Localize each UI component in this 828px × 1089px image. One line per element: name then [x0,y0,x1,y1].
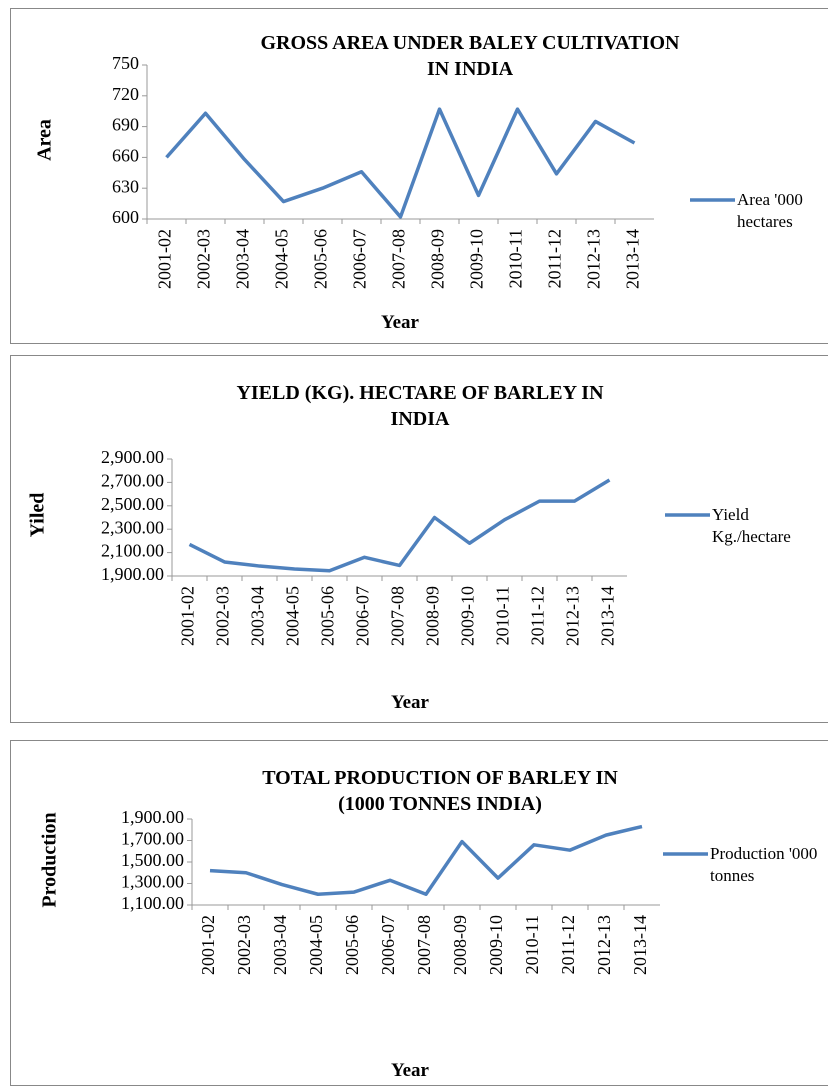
y-tick-label: 2,300.00 [101,517,164,537]
y-tick-label: 1,300.00 [121,872,184,892]
x-tick-label: 2004-05 [306,915,326,975]
x-tick-label: 2006-07 [353,586,373,646]
y-tick-label: 690 [112,115,139,135]
x-tick-label: 2012-13 [584,229,604,289]
y-axis-label: Area [33,119,56,161]
y-tick-label: 1,100.00 [121,893,184,913]
x-tick-label: 2003-04 [233,229,253,289]
x-tick-label: 2002-03 [213,586,233,646]
x-tick-label: 2010-11 [506,229,526,288]
x-tick-label: 2013-14 [598,586,618,646]
x-tick-label: 2007-08 [388,586,408,646]
x-tick-label: 2011-12 [558,915,578,974]
x-axis-label: Year [381,312,419,333]
x-tick-label: 2011-12 [545,229,565,288]
y-tick-label: 2,100.00 [101,541,164,561]
x-tick-label: 2005-06 [342,915,362,975]
chart-border [10,8,828,344]
chart-border [10,740,828,1086]
y-tick-label: 750 [112,53,139,73]
chart-title: GROSS AREA UNDER BALEY CULTIVATION IN IN… [260,32,680,80]
x-tick-label: 2012-13 [594,915,614,975]
y-tick-label: 1,700.00 [121,829,184,849]
x-tick-label: 2006-07 [350,229,370,289]
x-tick-label: 2009-10 [458,586,478,646]
legend-label: Production '000 tonnes [710,844,818,885]
x-tick-label: 2013-14 [630,915,650,975]
x-tick-label: 2012-13 [563,586,583,646]
chart-title: TOTAL PRODUCTION OF BARLEY IN (1000 TONN… [262,767,618,815]
y-tick-label: 720 [112,84,139,104]
y-tick-label: 660 [112,146,139,166]
x-tick-label: 2001-02 [178,586,198,646]
x-tick-label: 2005-06 [311,229,331,289]
x-tick-label: 2008-09 [423,586,443,646]
x-tick-label: 2003-04 [248,586,268,646]
y-axis-label: Yiled [26,492,49,538]
x-tick-label: 2003-04 [270,915,290,975]
x-tick-label: 2010-11 [522,915,542,974]
x-tick-label: 2004-05 [272,229,292,289]
y-tick-label: 1,900.00 [121,807,184,827]
data-line [188,478,611,573]
x-tick-label: 2011-12 [528,586,548,645]
y-tick-label: 2,900.00 [101,447,164,467]
x-axis-label: Year [391,1060,429,1081]
x-tick-label: 2008-09 [428,229,448,289]
x-tick-label: 2008-09 [450,915,470,975]
x-tick-label: 2005-06 [318,586,338,646]
x-axis-label: Year [391,692,429,713]
x-tick-label: 2009-10 [467,229,487,289]
x-tick-label: 2006-07 [378,915,398,975]
chart-title: YIELD (KG). HECTARE OF BARLEY IN INDIA [236,382,604,430]
data-line [165,107,636,219]
y-axis-label: Production [38,812,61,908]
y-tick-label: 630 [112,176,139,196]
x-tick-label: 2002-03 [234,915,254,975]
y-tick-label: 1,500.00 [121,850,184,870]
x-tick-label: 2013-14 [623,229,643,289]
x-tick-label: 2001-02 [198,915,218,975]
y-tick-label: 1,900.00 [101,564,164,584]
y-tick-label: 2,700.00 [101,471,164,491]
y-tick-label: 600 [112,207,139,227]
x-tick-label: 2004-05 [283,586,303,646]
x-tick-label: 2007-08 [414,915,434,975]
data-line [209,824,643,896]
legend-label: Yield Kg./hectare [712,505,791,546]
legend-label: Area '000 hectares [737,190,803,231]
y-tick-label: 2,500.00 [101,494,164,514]
x-tick-label: 2009-10 [486,915,506,975]
x-tick-label: 2001-02 [155,229,175,289]
x-tick-label: 2007-08 [389,229,409,289]
x-tick-label: 2002-03 [194,229,214,289]
x-tick-label: 2010-11 [493,586,513,645]
chart-border [10,355,828,723]
